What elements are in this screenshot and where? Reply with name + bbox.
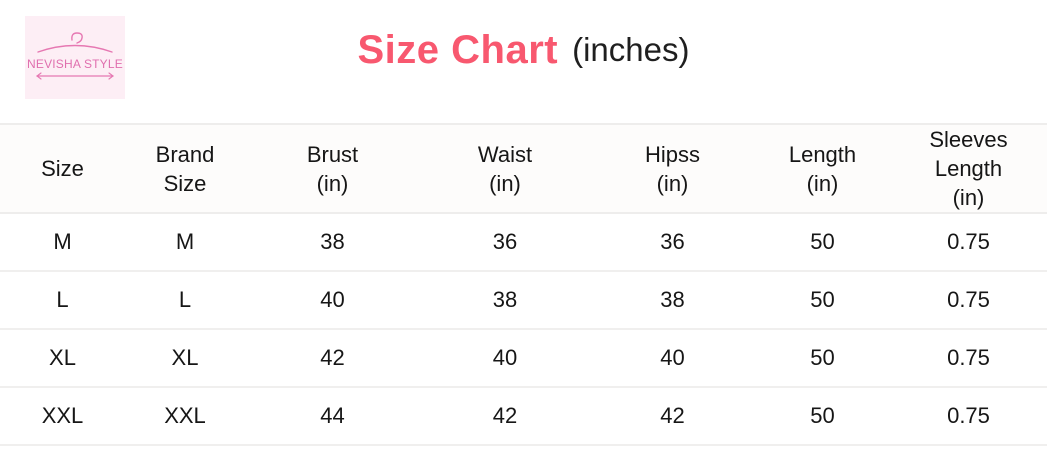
cell-waist: 38: [420, 271, 590, 331]
cell-length: 50: [755, 213, 890, 273]
table-body: M M 38 36 36 50 0.75 L L 40 38 38 50 0.7…: [0, 213, 1047, 447]
table-row-xl: XL XL 42 40 40 50 0.75: [0, 329, 1047, 389]
cell-hipss: 42: [590, 387, 755, 447]
cell-size: XL: [0, 329, 125, 389]
cell-length: 50: [755, 387, 890, 447]
cell-brust: 44: [245, 387, 420, 447]
cell-size: L: [0, 271, 125, 331]
hanger-icon: NEVISHA STYLE: [27, 32, 123, 80]
column-header-sleeves: Sleeves Length (in): [890, 122, 1047, 215]
table-header: Size Brand Size Brust (in) Waist (in) Hi…: [0, 122, 1047, 215]
column-header-hipss: Hipss (in): [590, 122, 755, 215]
cell-waist: 40: [420, 329, 590, 389]
header-row: Size Brand Size Brust (in) Waist (in) Hi…: [0, 122, 1047, 215]
cell-sleeves: 0.75: [890, 329, 1047, 389]
column-header-waist: Waist (in): [420, 122, 590, 215]
cell-waist: 42: [420, 387, 590, 447]
cell-size: XXL: [0, 387, 125, 447]
brand-name: NEVISHA STYLE: [27, 57, 123, 71]
cell-brust: 42: [245, 329, 420, 389]
cell-brust: 38: [245, 213, 420, 273]
cell-sleeves: 0.75: [890, 271, 1047, 331]
column-header-brand-size: Brand Size: [125, 122, 245, 215]
cell-length: 50: [755, 329, 890, 389]
cell-hipss: 36: [590, 213, 755, 273]
brand-logo: NEVISHA STYLE: [25, 16, 125, 99]
column-header-size: Size: [0, 122, 125, 215]
cell-sleeves: 0.75: [890, 387, 1047, 447]
header-band: NEVISHA STYLE Size Chart (inches): [0, 0, 1047, 123]
cell-brand-size: XXL: [125, 387, 245, 447]
table-row-xxl: XXL XXL 44 42 42 50 0.75: [0, 387, 1047, 447]
cell-waist: 36: [420, 213, 590, 273]
cell-brand-size: L: [125, 271, 245, 331]
size-chart-table: Size Brand Size Brust (in) Waist (in) Hi…: [0, 122, 1047, 447]
cell-sleeves: 0.75: [890, 213, 1047, 273]
column-header-brust: Brust (in): [245, 122, 420, 215]
cell-brand-size: M: [125, 213, 245, 273]
title-units: (inches): [572, 31, 690, 68]
column-header-length: Length (in): [755, 122, 890, 215]
cell-length: 50: [755, 271, 890, 331]
title-row: Size Chart (inches): [0, 0, 1047, 100]
page-title: Size Chart: [357, 27, 559, 72]
cell-hipss: 40: [590, 329, 755, 389]
cell-brand-size: XL: [125, 329, 245, 389]
cell-brust: 40: [245, 271, 420, 331]
cell-hipss: 38: [590, 271, 755, 331]
table-row-l: L L 40 38 38 50 0.75: [0, 271, 1047, 331]
table-row-m: M M 38 36 36 50 0.75: [0, 213, 1047, 273]
cell-size: M: [0, 213, 125, 273]
